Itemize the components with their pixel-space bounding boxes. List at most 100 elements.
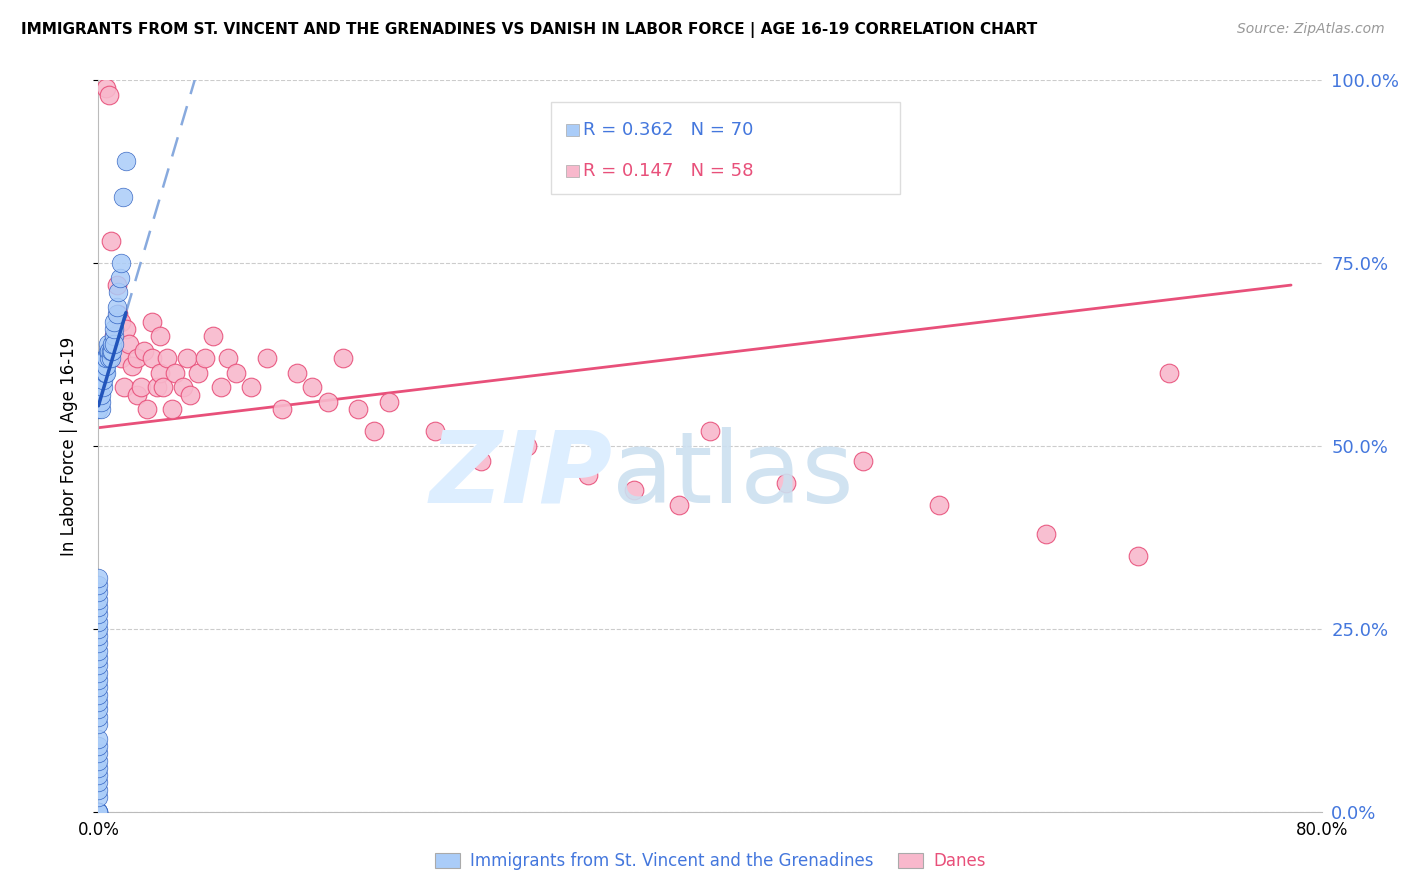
Point xyxy=(100,351,122,366)
Point xyxy=(87,571,110,585)
Point xyxy=(87,380,110,394)
Point xyxy=(105,278,128,293)
Point xyxy=(423,425,446,439)
Point xyxy=(332,351,354,366)
Point xyxy=(156,351,179,366)
Point xyxy=(110,256,132,270)
Point xyxy=(118,336,141,351)
Point xyxy=(87,607,110,622)
Point xyxy=(87,695,110,709)
Text: R = 0.147   N = 58: R = 0.147 N = 58 xyxy=(583,161,754,180)
Point xyxy=(91,380,114,394)
Point xyxy=(87,717,110,731)
Text: atlas: atlas xyxy=(612,426,853,524)
Point xyxy=(93,366,115,380)
Point xyxy=(101,336,124,351)
Point xyxy=(103,329,125,343)
Point xyxy=(87,629,110,643)
Point xyxy=(98,351,121,366)
Text: R = 0.362   N = 70: R = 0.362 N = 70 xyxy=(583,120,754,138)
Point xyxy=(149,329,172,343)
Point xyxy=(149,366,172,380)
Point xyxy=(1157,366,1180,380)
Point xyxy=(160,402,183,417)
Point xyxy=(87,651,110,665)
Point xyxy=(209,380,232,394)
Point xyxy=(87,681,110,695)
Point xyxy=(94,359,117,373)
Point xyxy=(129,380,152,394)
Point xyxy=(105,300,128,314)
Point xyxy=(134,343,156,358)
Point xyxy=(87,658,110,673)
Point xyxy=(91,373,114,387)
Point xyxy=(87,805,110,819)
Point xyxy=(101,343,124,358)
Point xyxy=(105,307,128,321)
Point xyxy=(470,453,492,467)
Point xyxy=(163,366,186,380)
Point xyxy=(87,373,110,387)
Point xyxy=(108,270,131,285)
Bar xyxy=(565,165,579,177)
Point xyxy=(90,388,112,402)
Point xyxy=(98,87,121,102)
Text: Source: ZipAtlas.com: Source: ZipAtlas.com xyxy=(1237,22,1385,37)
Legend: Immigrants from St. Vincent and the Grenadines, Danes: Immigrants from St. Vincent and the Gren… xyxy=(427,846,993,877)
Point xyxy=(87,805,110,819)
Point xyxy=(93,351,115,366)
Point xyxy=(145,380,167,394)
Point xyxy=(699,425,721,439)
Point xyxy=(94,366,117,380)
Point xyxy=(270,402,292,417)
Point xyxy=(94,351,117,366)
Point xyxy=(87,599,110,614)
Point xyxy=(87,746,110,760)
Point xyxy=(152,380,174,394)
Point xyxy=(115,322,138,336)
Point xyxy=(202,329,225,343)
Point xyxy=(775,475,797,490)
Point xyxy=(121,359,143,373)
Point xyxy=(852,453,875,467)
Point xyxy=(87,775,110,789)
Point xyxy=(316,395,339,409)
Point xyxy=(87,622,110,636)
Point xyxy=(100,234,122,248)
Point xyxy=(87,782,110,797)
Point xyxy=(100,343,122,358)
Point xyxy=(194,351,217,366)
Point xyxy=(516,439,538,453)
Point xyxy=(668,498,690,512)
Y-axis label: In Labor Force | Age 16-19: In Labor Force | Age 16-19 xyxy=(59,336,77,556)
Point xyxy=(87,754,110,768)
Point xyxy=(103,336,125,351)
Point xyxy=(576,468,599,483)
Point xyxy=(90,395,112,409)
Point xyxy=(240,380,263,394)
Point xyxy=(98,343,121,358)
Point xyxy=(87,805,110,819)
Point xyxy=(87,731,110,746)
Point xyxy=(141,315,163,329)
Point xyxy=(115,153,138,168)
Point xyxy=(87,688,110,702)
Point xyxy=(87,592,110,607)
Point xyxy=(112,380,135,394)
Point xyxy=(87,615,110,629)
Point xyxy=(94,80,117,95)
Point xyxy=(187,366,209,380)
Point xyxy=(87,739,110,753)
Bar xyxy=(565,124,579,136)
Point xyxy=(110,351,132,366)
Point xyxy=(107,307,129,321)
Point xyxy=(90,402,112,417)
Point xyxy=(363,425,385,439)
Point xyxy=(87,702,110,716)
Point xyxy=(87,585,110,599)
Point xyxy=(87,768,110,782)
Point xyxy=(97,336,120,351)
Point xyxy=(87,402,110,417)
Point xyxy=(225,366,247,380)
Point xyxy=(141,351,163,366)
